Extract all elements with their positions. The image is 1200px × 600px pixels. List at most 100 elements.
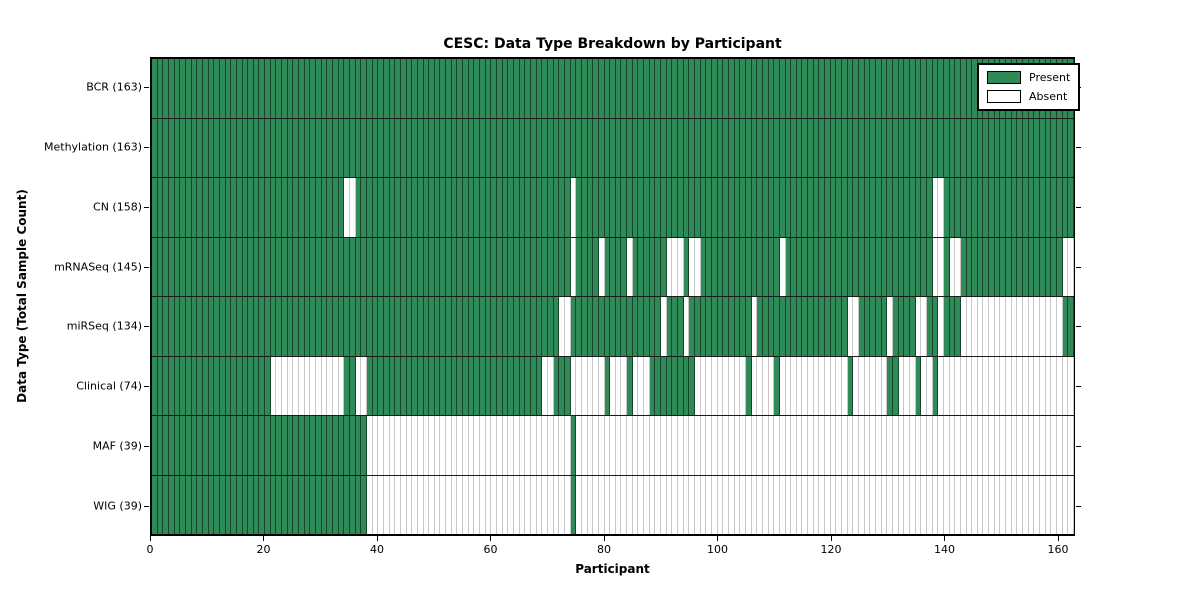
cell bbox=[1017, 237, 1024, 296]
cell bbox=[236, 356, 243, 415]
cell bbox=[163, 356, 169, 415]
cell bbox=[1034, 237, 1041, 296]
cell bbox=[1034, 178, 1041, 237]
cell bbox=[909, 475, 916, 534]
cell bbox=[711, 118, 718, 177]
cell bbox=[666, 118, 673, 177]
cell bbox=[960, 118, 967, 177]
cell bbox=[847, 475, 854, 534]
cell bbox=[768, 178, 775, 237]
cell bbox=[530, 356, 537, 415]
cell bbox=[197, 237, 203, 296]
cell bbox=[593, 59, 599, 118]
cell bbox=[598, 118, 605, 177]
cell bbox=[293, 356, 300, 415]
cell bbox=[208, 475, 215, 534]
cell bbox=[282, 59, 288, 118]
cell bbox=[576, 118, 582, 177]
cell bbox=[898, 59, 905, 118]
cell bbox=[859, 178, 865, 237]
cell bbox=[265, 356, 271, 415]
cell bbox=[943, 475, 950, 534]
cell bbox=[966, 356, 973, 415]
cell bbox=[853, 59, 860, 118]
cell bbox=[859, 59, 865, 118]
cell bbox=[310, 475, 317, 534]
cell bbox=[808, 297, 814, 356]
cell bbox=[276, 475, 283, 534]
cell bbox=[197, 59, 203, 118]
cell bbox=[344, 475, 350, 534]
cell bbox=[299, 178, 305, 237]
cell bbox=[553, 118, 560, 177]
cell bbox=[361, 178, 367, 237]
cell bbox=[983, 237, 990, 296]
cell bbox=[813, 59, 820, 118]
cell bbox=[389, 59, 396, 118]
cell bbox=[480, 356, 486, 415]
cell bbox=[745, 416, 752, 475]
cell bbox=[344, 356, 350, 415]
cell bbox=[265, 59, 271, 118]
cell bbox=[530, 475, 537, 534]
cell bbox=[632, 297, 639, 356]
cell bbox=[485, 297, 492, 356]
cell bbox=[440, 178, 447, 237]
cell bbox=[604, 178, 611, 237]
cell bbox=[734, 118, 741, 177]
cell bbox=[576, 178, 582, 237]
cell bbox=[508, 118, 514, 177]
cell bbox=[774, 475, 780, 534]
cell bbox=[327, 297, 333, 356]
cell bbox=[683, 59, 690, 118]
cell bbox=[915, 475, 922, 534]
cell bbox=[859, 416, 865, 475]
cell bbox=[519, 178, 526, 237]
cell bbox=[468, 356, 475, 415]
cell bbox=[321, 416, 328, 475]
cell bbox=[1011, 416, 1018, 475]
cell bbox=[508, 475, 514, 534]
cell bbox=[152, 297, 158, 356]
cell bbox=[406, 416, 413, 475]
cell bbox=[610, 297, 616, 356]
cell bbox=[655, 59, 662, 118]
cell bbox=[417, 475, 424, 534]
cell bbox=[310, 237, 317, 296]
cell bbox=[745, 475, 752, 534]
cell bbox=[881, 178, 888, 237]
cell bbox=[304, 356, 311, 415]
cell bbox=[180, 59, 186, 118]
cell bbox=[757, 237, 763, 296]
cell bbox=[1062, 118, 1069, 177]
cell bbox=[168, 118, 175, 177]
cell bbox=[915, 118, 922, 177]
cell bbox=[1028, 356, 1035, 415]
cell bbox=[236, 416, 243, 475]
cell bbox=[395, 237, 401, 296]
cell bbox=[994, 178, 1001, 237]
heatmap-row-CN bbox=[152, 178, 1074, 238]
cell bbox=[547, 59, 554, 118]
cell bbox=[293, 416, 300, 475]
cell bbox=[779, 178, 786, 237]
cell bbox=[966, 178, 973, 237]
cell bbox=[242, 178, 249, 237]
x-tick-label: 60 bbox=[483, 543, 498, 556]
cell bbox=[514, 356, 520, 415]
x-tick-label: 160 bbox=[1047, 543, 1069, 556]
cell bbox=[830, 59, 837, 118]
cell bbox=[887, 356, 893, 415]
cell bbox=[876, 416, 882, 475]
cell bbox=[796, 118, 803, 177]
cell bbox=[338, 416, 345, 475]
cell bbox=[327, 118, 333, 177]
cell bbox=[661, 118, 667, 177]
cell bbox=[497, 237, 503, 296]
cell bbox=[745, 356, 752, 415]
cell bbox=[604, 356, 611, 415]
heatmap-row-miRSeq bbox=[152, 297, 1074, 357]
cell bbox=[378, 59, 384, 118]
cell bbox=[429, 356, 435, 415]
